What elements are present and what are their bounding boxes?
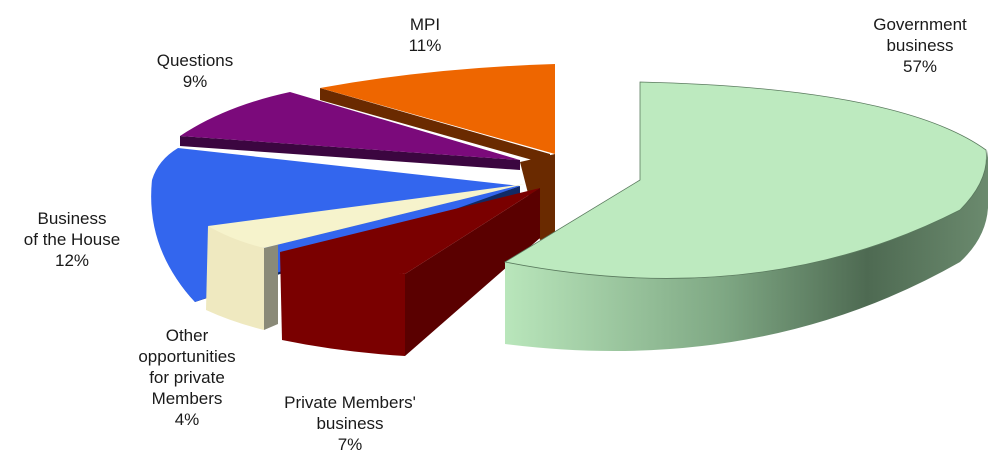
slice-other-opportunities-top (208, 184, 525, 248)
label-text: for private (149, 368, 225, 387)
slice-questions (180, 92, 520, 170)
slice-mpi-top (320, 64, 555, 154)
label-percent: 4% (174, 410, 200, 429)
label-percent: 7% (337, 435, 363, 454)
slice-other-opportunities (206, 184, 525, 330)
slice-other-opportunities-side-outer (206, 226, 264, 330)
label-text: Questions (156, 51, 234, 70)
label-text: business (316, 414, 384, 433)
label-business-of-house: Business of the House 12% (6, 208, 138, 271)
label-text: opportunities (138, 347, 236, 366)
slice-questions-side (180, 136, 520, 170)
label-text: Private Members' (284, 393, 416, 412)
label-text: Other (165, 326, 209, 345)
label-percent: 12% (54, 251, 90, 270)
label-questions: Questions 9% (140, 50, 250, 92)
slice-government-business-top (503, 81, 987, 279)
label-percent: 9% (182, 72, 208, 91)
slice-private-members-side-right (405, 188, 540, 356)
label-text: MPI (409, 15, 441, 34)
slice-government-business (503, 81, 988, 352)
slice-private-members-side-front (280, 252, 405, 356)
label-text: Business (37, 209, 107, 228)
slice-private-members-top (280, 188, 540, 274)
label-text: of the House (23, 230, 121, 249)
slice-questions-top (180, 92, 520, 160)
label-other-opportunities: Other opportunities for private Members … (120, 325, 254, 430)
slice-mpi-side-left (320, 88, 550, 165)
label-mpi: MPI 11% (385, 14, 465, 56)
label-percent: 57% (902, 57, 938, 76)
label-text: business (886, 36, 954, 55)
label-private-members: Private Members' business 7% (255, 392, 445, 455)
label-percent: 11% (408, 36, 442, 55)
label-government-business: Government business 57% (860, 14, 980, 77)
label-text: Members (151, 389, 223, 408)
label-text: Government (873, 15, 967, 34)
slice-government-business-side (505, 150, 988, 352)
slice-private-members (280, 188, 540, 356)
